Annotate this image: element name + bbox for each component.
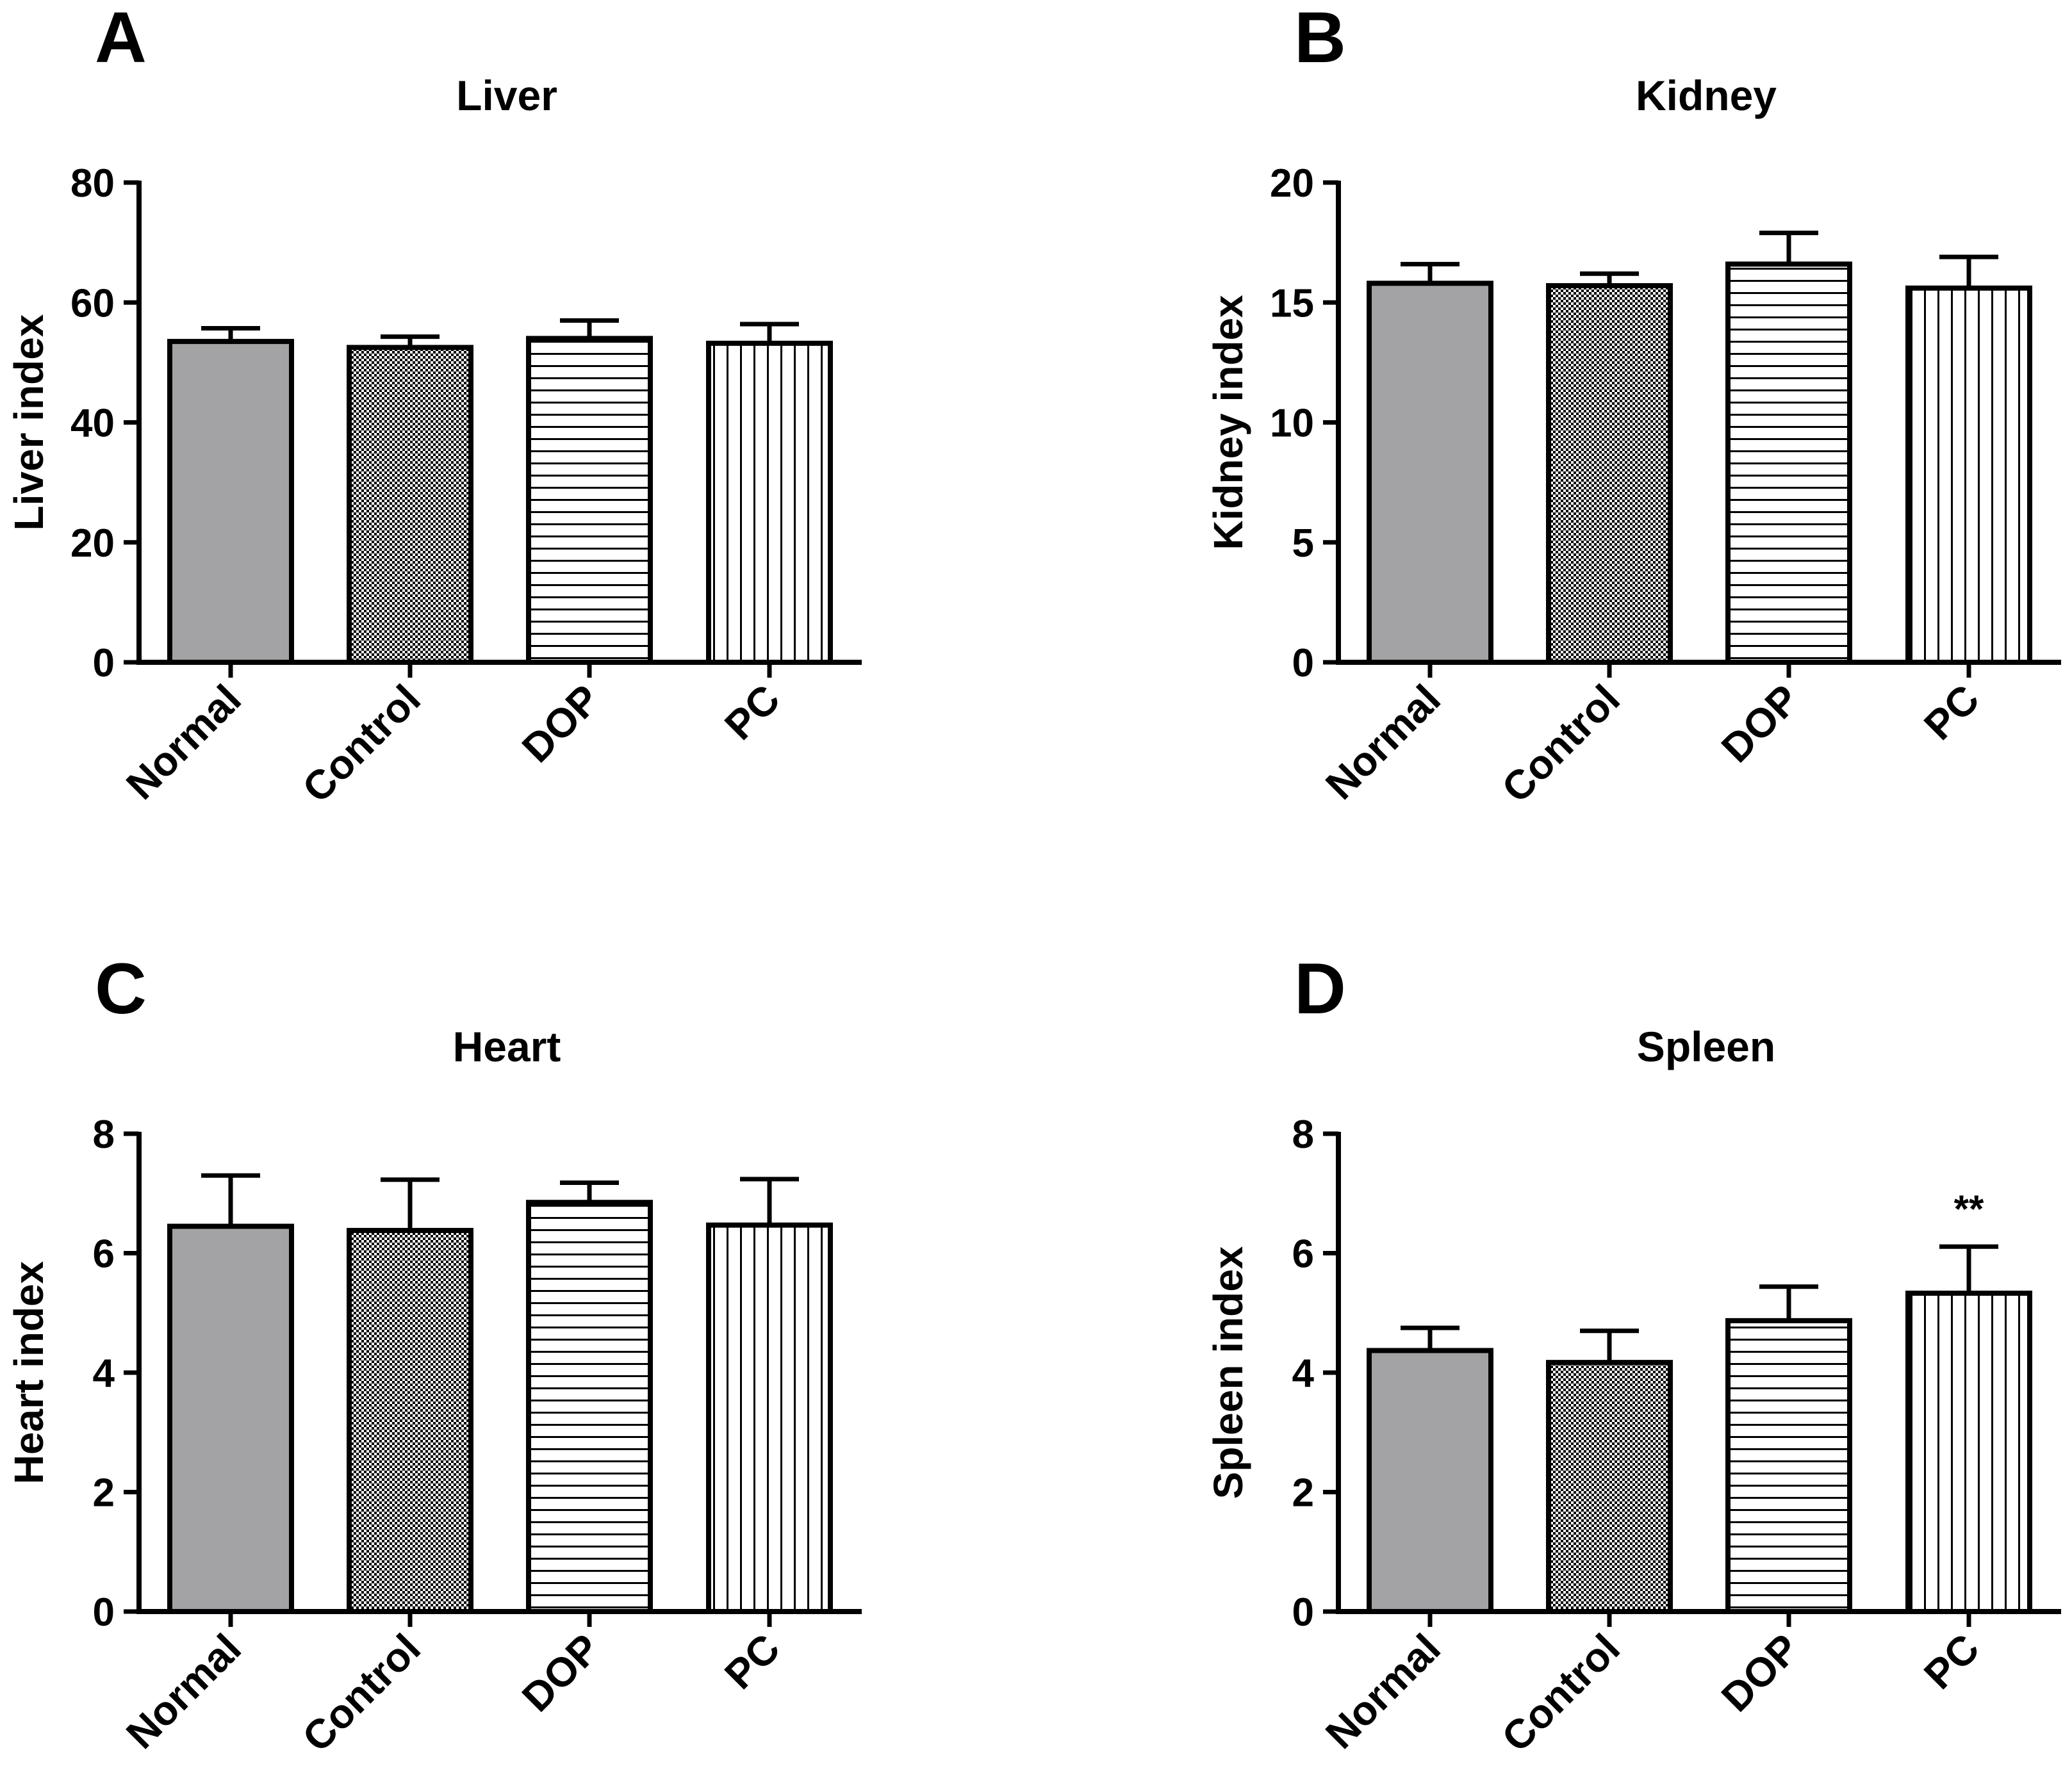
- bar-dop: [1725, 261, 1852, 665]
- panel-label: B: [1294, 0, 1346, 78]
- chart-panel-kidney: B Kidney Kidney index Normal Control DOP PC 0 5 1…: [1205, 0, 2061, 812]
- x-tick-label: Control: [293, 1625, 429, 1761]
- chart-title: Heart: [453, 1023, 561, 1070]
- bar-control: [1546, 1360, 1673, 1614]
- x-tick-label: DOP: [1713, 676, 1808, 771]
- y-tick-label: 4: [1292, 1351, 1315, 1396]
- x-tick-label: DOP: [513, 1625, 609, 1720]
- bar-pc: [1905, 1290, 2032, 1615]
- chart-panel-heart: C Heart Heart index Normal Control DOP PC 0 2 4 6 8: [6, 949, 862, 1761]
- bar-normal: [167, 339, 294, 665]
- panel-label: D: [1294, 949, 1346, 1029]
- y-tick-label: 40: [70, 402, 115, 446]
- bar-normal: [1367, 1348, 1493, 1615]
- y-tick-label: 0: [93, 641, 115, 685]
- x-tick-label: Control: [1493, 676, 1629, 812]
- y-tick-label: 6: [93, 1232, 115, 1277]
- y-axis-label: Liver index: [6, 314, 52, 530]
- x-tick-label: PC: [1915, 676, 1988, 749]
- x-tick-label: PC: [1915, 1625, 1988, 1698]
- y-tick-label: 2: [1292, 1471, 1314, 1515]
- chart-title: Liver: [456, 72, 557, 119]
- y-tick-label: 0: [93, 1590, 115, 1635]
- y-tick-label: 15: [1270, 281, 1314, 325]
- x-tick-label: Normal: [1317, 1625, 1449, 1758]
- y-axis-label: Kidney index: [1205, 295, 1251, 550]
- y-axis-label: Heart index: [6, 1261, 52, 1484]
- y-tick-label: 5: [1292, 521, 1314, 566]
- y-tick-label: 20: [70, 521, 115, 566]
- bar-dop: [1725, 1318, 1852, 1615]
- x-tick-label: Normal: [117, 1625, 250, 1758]
- bar-dop: [526, 1200, 653, 1615]
- y-tick-label: 6: [1292, 1232, 1314, 1277]
- significance-marker: **: [1954, 1188, 1984, 1230]
- y-tick-label: 4: [93, 1351, 115, 1396]
- x-tick-label: Normal: [1317, 676, 1449, 808]
- panel-label: C: [95, 949, 147, 1029]
- y-tick-label: 2: [93, 1471, 115, 1515]
- bar-pc: [706, 340, 833, 665]
- bar-pc: [1905, 285, 2032, 665]
- x-tick-label: DOP: [1713, 1625, 1808, 1720]
- bar-control: [347, 1228, 473, 1614]
- bar-normal: [1367, 281, 1493, 665]
- x-tick-label: Normal: [117, 676, 250, 808]
- x-tick-label: Control: [1493, 1625, 1629, 1761]
- bar-dop: [526, 336, 653, 665]
- x-tick-label: DOP: [513, 676, 609, 771]
- chart-panel-spleen: D Spleen Spleen index Normal Control DOP PC 0 2 4…: [1205, 949, 2061, 1761]
- chart-panel-liver: A Liver Liver index Normal Control DOP PC 0 20 40…: [6, 0, 862, 812]
- chart-title: Kidney: [1636, 72, 1777, 119]
- y-tick-label: 60: [70, 281, 115, 325]
- y-tick-label: 0: [1292, 641, 1314, 685]
- bar-normal: [167, 1223, 294, 1614]
- y-axis-label: Spleen index: [1205, 1246, 1251, 1499]
- bar-control: [1546, 283, 1673, 665]
- x-tick-label: PC: [716, 676, 789, 749]
- x-tick-label: Control: [293, 676, 429, 812]
- y-tick-label: 20: [1270, 161, 1314, 206]
- bar-pc: [706, 1222, 833, 1614]
- y-tick-label: 80: [70, 161, 115, 206]
- panel-label: A: [95, 0, 147, 78]
- y-tick-label: 8: [93, 1113, 115, 1157]
- y-tick-label: 10: [1270, 402, 1314, 446]
- y-tick-label: 8: [1292, 1113, 1314, 1157]
- x-tick-label: PC: [716, 1625, 789, 1698]
- bar-control: [347, 345, 473, 665]
- chart-title: Spleen: [1637, 1023, 1775, 1070]
- y-tick-label: 0: [1292, 1590, 1314, 1635]
